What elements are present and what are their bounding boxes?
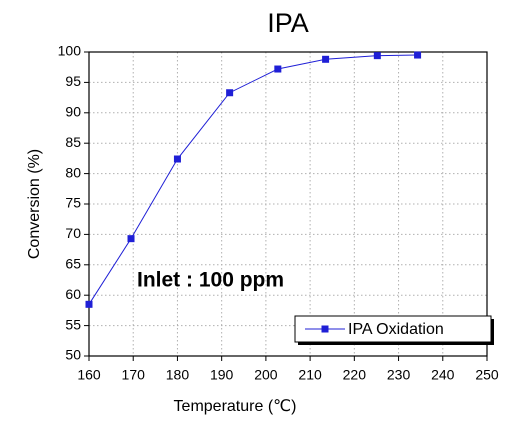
data-point bbox=[274, 65, 282, 73]
y-tick-label: 100 bbox=[58, 43, 82, 59]
y-tick-label: 60 bbox=[65, 286, 81, 302]
y-tick-label: 90 bbox=[65, 104, 81, 120]
y-axis-label: Conversion (%) bbox=[26, 149, 43, 259]
y-tick-label: 55 bbox=[65, 316, 81, 332]
y-tick-label: 95 bbox=[65, 73, 81, 89]
x-tick-label: 190 bbox=[210, 367, 234, 383]
x-tick-label: 210 bbox=[298, 367, 322, 383]
x-tick-label: 230 bbox=[387, 367, 411, 383]
legend-label: IPA Oxidation bbox=[348, 321, 444, 338]
data-point bbox=[173, 155, 181, 163]
data-point bbox=[414, 51, 422, 59]
x-tick-label: 200 bbox=[254, 367, 278, 383]
data-point bbox=[226, 89, 234, 97]
x-tick-label: 220 bbox=[343, 367, 367, 383]
x-axis-label: Temperature (℃) bbox=[174, 398, 297, 415]
annotation: Inlet : 100 ppm bbox=[137, 269, 284, 292]
chart-title: IPA bbox=[267, 8, 309, 38]
y-tick-label: 85 bbox=[65, 134, 81, 150]
x-tick-label: 240 bbox=[431, 367, 455, 383]
data-point bbox=[127, 235, 135, 243]
y-tick-label: 70 bbox=[65, 225, 81, 241]
y-tick-label: 65 bbox=[65, 256, 81, 272]
plot-frame bbox=[88, 51, 488, 357]
x-tick-label: 170 bbox=[122, 367, 146, 383]
data-point bbox=[373, 52, 381, 60]
y-tick-label: 50 bbox=[65, 347, 81, 363]
data-point bbox=[85, 300, 93, 308]
x-tick-label: 160 bbox=[77, 367, 101, 383]
x-tick-label: 180 bbox=[166, 367, 190, 383]
data-line bbox=[88, 54, 418, 305]
x-tick-label: 250 bbox=[475, 367, 499, 383]
y-tick-label: 80 bbox=[65, 164, 81, 180]
legend-marker bbox=[321, 325, 329, 333]
data-point bbox=[322, 55, 330, 63]
y-tick-label: 75 bbox=[65, 195, 81, 211]
